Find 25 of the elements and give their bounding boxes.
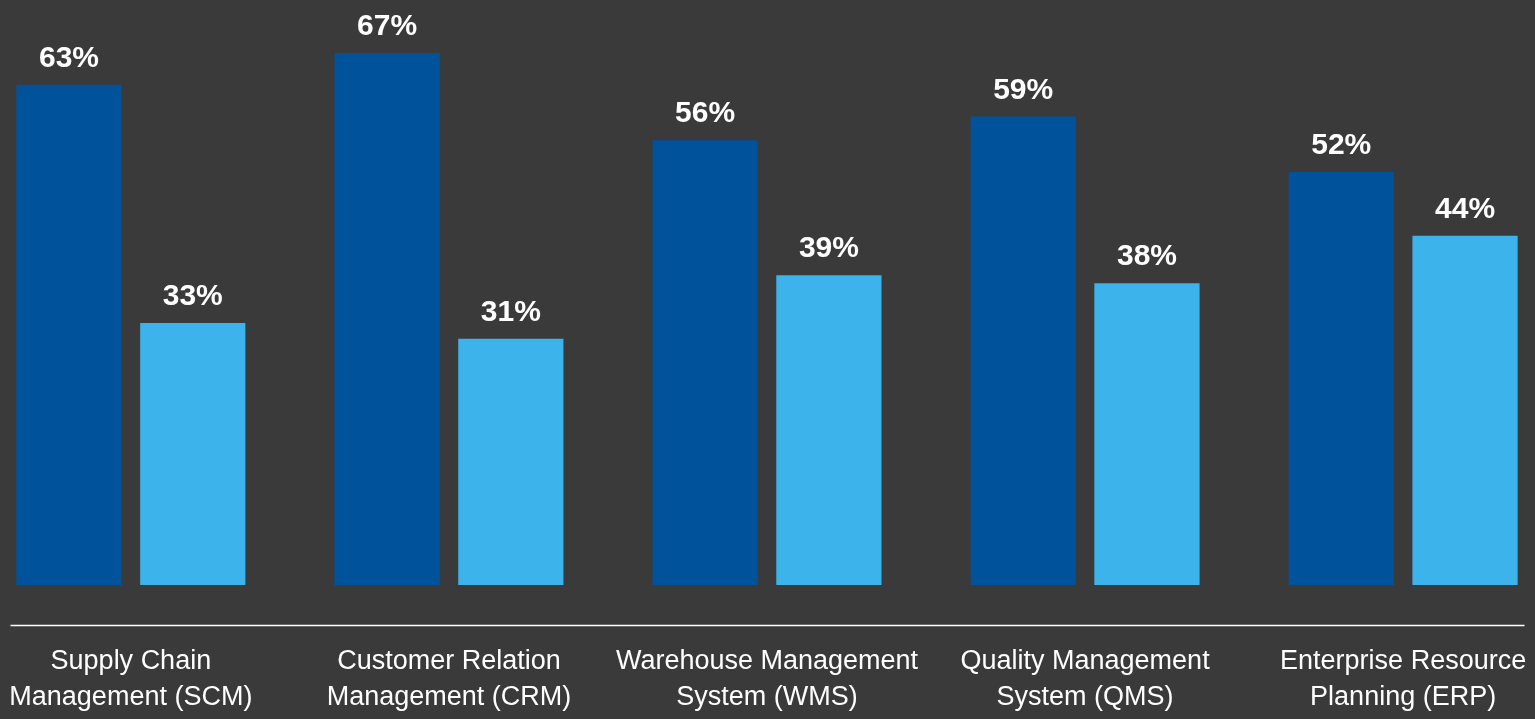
- x-tick-label: Warehouse Management System (WMS): [615, 644, 919, 711]
- data-label: 33%: [162, 277, 223, 311]
- data-label: 56%: [675, 95, 736, 129]
- bar: [16, 84, 122, 585]
- x-tick-label: Customer Relation Management (CRM): [326, 644, 572, 711]
- data-label: 59%: [993, 71, 1054, 105]
- x-tick-label: Enterprise Resource Planning (ERP): [1280, 644, 1527, 711]
- bar: [334, 53, 440, 585]
- x-tick-label: Quality Management System (QMS): [960, 644, 1211, 711]
- bar: [140, 322, 246, 585]
- bar: [652, 140, 758, 585]
- bar: [776, 275, 882, 585]
- data-label: 31%: [480, 293, 541, 327]
- bar: [970, 116, 1076, 585]
- data-label: 67%: [357, 8, 418, 41]
- data-label: 52%: [1311, 127, 1372, 161]
- data-label: 44%: [1435, 190, 1496, 224]
- bar: [1094, 283, 1200, 585]
- x-tick-label: Supply Chain Management (SCM): [9, 644, 253, 711]
- data-label: 39%: [798, 230, 859, 264]
- data-label: 63%: [38, 39, 99, 73]
- bar: [458, 338, 564, 585]
- bar: [1288, 172, 1394, 585]
- data-label: 38%: [1116, 238, 1177, 272]
- bar: [1412, 235, 1518, 585]
